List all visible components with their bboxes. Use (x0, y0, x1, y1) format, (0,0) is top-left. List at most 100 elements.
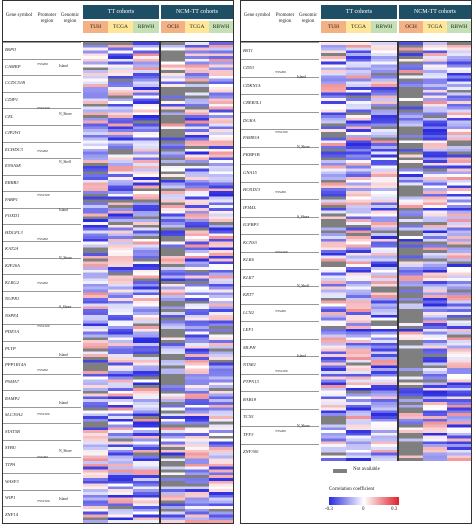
promoter-label: TSS1500 (37, 411, 50, 416)
heatmap-column (108, 42, 133, 523)
gene-divider (3, 473, 81, 475)
genomic-region-label: N_Shelf (297, 284, 309, 289)
gene-label: BST1 (243, 47, 253, 53)
promoter-label: TSS1500 (275, 369, 288, 374)
legend: Not available Correlation coefficient -0… (241, 461, 471, 523)
promoter-label: TSS1500 (275, 249, 288, 254)
gene-label: KLK7 (243, 274, 254, 280)
promoter-label: TSS200 (275, 69, 286, 74)
gene-divider (241, 234, 319, 236)
heatmap-column (209, 42, 233, 523)
heatmap-column (447, 42, 471, 461)
promoter-label: TSS200 (275, 429, 286, 434)
gene-divider (241, 426, 319, 428)
gene-label: KLRG2 (5, 279, 20, 285)
gene-divider (241, 268, 319, 270)
gene-label: CEL (5, 113, 14, 119)
gene-divider (241, 42, 319, 43)
gene-divider (3, 174, 81, 176)
gene-divider (3, 191, 81, 193)
scale-max: 0.3 (391, 507, 398, 512)
gene-label: RAMP2 (5, 395, 20, 401)
na-label: Not available (353, 467, 380, 472)
gene-divider (241, 94, 319, 96)
genomic-region-header: Genomic region (60, 13, 80, 24)
heatmap-column (321, 42, 346, 461)
gene-divider (3, 357, 81, 359)
gene-divider (3, 323, 81, 325)
gene-label: KRT7 (243, 292, 254, 298)
gene-label: IGFBP3 (243, 222, 259, 228)
gene-label: FAM83A (243, 135, 260, 141)
genomic-region-label: S_Shore (59, 304, 72, 309)
gene-label: LCN2 (243, 309, 254, 315)
cohort-och: OCH (161, 21, 185, 33)
gene-divider (3, 274, 81, 276)
promoter-label: TSS200 (275, 189, 286, 194)
gene-divider (241, 181, 319, 183)
gene-label: SLC39A2 (5, 412, 23, 418)
heatmap-column (346, 42, 371, 461)
gene-label: LEF1 (243, 327, 254, 333)
gene-label: CAMKP (5, 63, 21, 69)
gene-label: STAT5B (5, 428, 20, 434)
promoter-label: TSS1500 (37, 324, 50, 329)
gene-label: ZNF14 (5, 511, 19, 517)
genomic-region-label: N_Shore (297, 424, 310, 429)
gene-divider (3, 224, 81, 226)
gene-label: NUPR1 (5, 296, 20, 302)
gene-divider (3, 489, 81, 491)
genomic-region-label: Island (59, 352, 68, 357)
promoter-label: TSS200 (37, 149, 48, 154)
gene-label: KAT2A (5, 246, 19, 252)
gene-divider (241, 216, 319, 218)
gene-divider (3, 141, 81, 143)
color-scale-bar (329, 497, 399, 505)
column-separator (159, 42, 161, 523)
genomic-region-label: Island (297, 354, 306, 359)
gene-label: ENSASE (5, 163, 22, 169)
promoter-label: TSS1500 (37, 105, 50, 110)
genomic-region-label: N_Shore (59, 112, 72, 117)
promoter-label: TSS1500 (37, 499, 50, 504)
promoter-label: TSS200 (37, 367, 48, 372)
gene-divider (3, 257, 81, 259)
right-header: Gene symbol Promoter region Genomic regi… (241, 1, 471, 42)
gene-divider (3, 108, 81, 110)
promoter-label: TSS200 (275, 309, 286, 314)
cohort-rbwh-ncm: RBWH (209, 21, 233, 33)
promoter-label: TSS1500 (275, 129, 288, 134)
gene-divider (3, 290, 81, 292)
gene-label: CD53 (243, 65, 254, 71)
gene-label: HOXD13 (243, 187, 261, 193)
cohort-tuh: TUH (321, 21, 346, 33)
gene-label: CCDC51B (5, 80, 25, 86)
heatmap-column (185, 42, 209, 523)
promoter-label: TSS200 (37, 455, 48, 460)
gene-label: KCNS3 (243, 239, 257, 245)
gene-label: FOXD1 (5, 213, 20, 219)
ncm-tt-cohorts-bar: NCM-TT cohorts (399, 5, 471, 19)
heatmap-column (133, 42, 159, 523)
gene-divider (241, 286, 319, 288)
heatmap-column (83, 42, 108, 523)
gene-label: PSMA7 (5, 379, 20, 385)
gene-symbol-header: Gene symbol (5, 13, 33, 18)
column-separator (397, 42, 399, 461)
gene-label: CIP2W1 (5, 130, 21, 136)
gene-label: NTSR1 (243, 361, 257, 367)
promoter-region-header: Promoter region (275, 13, 295, 24)
cohort-och: OCH (399, 21, 423, 33)
heatmap-column (371, 42, 397, 461)
gene-divider (3, 124, 81, 126)
gene-label: GNA15 (243, 169, 257, 175)
gene-label: HDGFL3 (5, 229, 23, 235)
genomic-region-label: Island (59, 64, 68, 69)
gene-symbol-header: Gene symbol (243, 13, 271, 18)
gene-divider (3, 373, 81, 375)
gene-divider (241, 338, 319, 340)
gene-divider (3, 91, 81, 93)
genomic-region-header: Genomic region (298, 13, 318, 24)
gene-divider (241, 111, 319, 113)
left-heatmap-body: BSPO CAMKP CCDC51B CDIP1 CEL CIP2W1 ECHDC3 ENSA… (3, 42, 233, 523)
